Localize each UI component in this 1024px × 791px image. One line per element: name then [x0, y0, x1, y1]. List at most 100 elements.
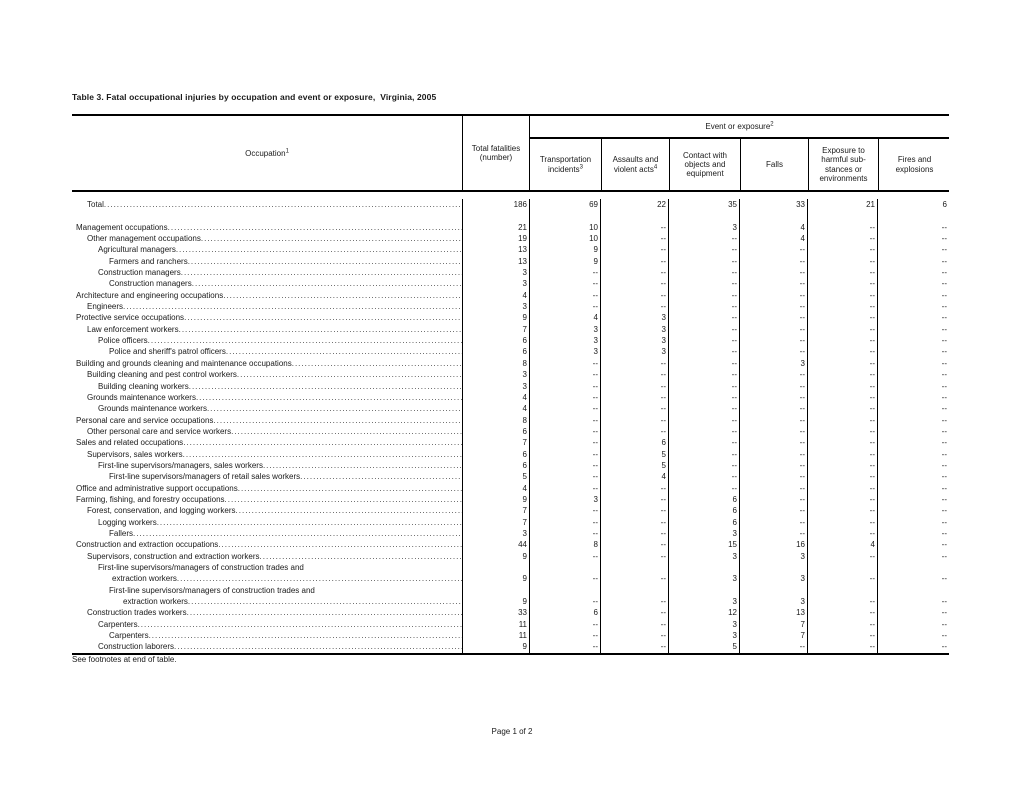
value-cell: 3 [739, 562, 807, 585]
value-cell: 13 [462, 244, 529, 256]
occupation-cell: Building and grounds cleaning and mainte… [72, 358, 462, 369]
value-cell: -- [807, 289, 877, 302]
value-cell: -- [877, 233, 949, 245]
value-cell: -- [877, 335, 949, 347]
column-header: Contact with objects and equipment [669, 139, 740, 190]
dot-leader [188, 256, 462, 267]
value-cell: -- [807, 437, 877, 449]
table-body: Total18669223533216Management occupation… [72, 192, 949, 655]
value-cell: 3 [668, 527, 739, 540]
value-cell: -- [529, 301, 600, 313]
value-cell: -- [600, 539, 668, 551]
value-cell: -- [668, 437, 739, 449]
occupation-cell: Architecture and engineering occupations [72, 290, 462, 301]
value-cell: -- [807, 505, 877, 517]
value-cell: -- [739, 335, 807, 347]
value-cell: -- [877, 221, 949, 234]
total-fatalities-column-header: Total fatalities (number) [462, 116, 529, 190]
occupation-label: Supervisors, sales workers [87, 449, 183, 459]
occupation-label: Construction managers [98, 268, 181, 278]
value-cell: -- [529, 448, 600, 460]
occupation-cell [72, 210, 462, 221]
value-cell: 6 [462, 459, 529, 472]
value-cell: -- [807, 448, 877, 460]
value-cell: -- [739, 493, 807, 506]
occupation-cell: First-line supervisors/managers of const… [72, 585, 462, 608]
value-cell: 3 [668, 618, 739, 631]
value-cell: -- [529, 414, 600, 426]
occupation-cell: Grounds maintenance workers [72, 403, 462, 414]
dot-leader [187, 607, 462, 618]
value-cell: -- [877, 267, 949, 279]
value-cell: -- [529, 403, 600, 415]
value-cell: 4 [529, 312, 600, 324]
value-cell: 3 [739, 550, 807, 562]
table-row: Agricultural managers139---------- [72, 244, 949, 256]
value-cell: -- [807, 414, 877, 426]
column-header: Exposure to harmful sub-stances or environ… [808, 139, 878, 190]
value-cell: 7 [739, 630, 807, 642]
value-cell: 8 [529, 539, 600, 551]
occupation-cell: Construction managers [72, 278, 462, 289]
value-cell: -- [668, 403, 739, 415]
dot-leader [179, 324, 462, 335]
occupation-label: Supervisors, construction and extraction… [87, 551, 260, 561]
value-cell: 35 [668, 199, 739, 211]
value-cell: -- [877, 607, 949, 619]
value-cell: -- [668, 233, 739, 245]
occupation-label: Office and administrative support occupa… [76, 483, 238, 493]
table-row: Supervisors, sales workers6--5-------- [72, 448, 949, 460]
dot-leader [184, 312, 462, 323]
value-cell: -- [600, 289, 668, 302]
table-row: Fallers3----3------ [72, 527, 949, 540]
value-cell [807, 210, 877, 222]
occupation-cell: Supervisors, sales workers [72, 449, 462, 460]
occupation-cell: Construction trades workers [72, 607, 462, 618]
value-cell: -- [877, 380, 949, 392]
occupation-label: Management occupations [76, 222, 168, 232]
occupation-label: Police and sheriff's patrol officers [109, 347, 226, 357]
value-cell: -- [600, 493, 668, 506]
value-cell [668, 210, 739, 222]
value-cell: 6 [668, 516, 739, 528]
value-cell: 9 [462, 584, 529, 608]
table-row: Police officers633-------- [72, 335, 949, 347]
dot-leader [181, 267, 462, 278]
dot-leader [168, 222, 462, 233]
dot-leader [183, 437, 462, 448]
value-cell: -- [739, 346, 807, 358]
value-cell: 6 [668, 505, 739, 517]
value-cell: 3 [668, 584, 739, 608]
value-cell: -- [600, 380, 668, 392]
value-cell: 3 [600, 312, 668, 324]
value-cell: 11 [462, 618, 529, 631]
dot-leader [300, 471, 462, 482]
value-cell: 19 [462, 233, 529, 245]
occupation-label: Grounds maintenance workers [98, 404, 207, 414]
table-row: Construction and extraction occupations 4… [72, 539, 949, 551]
value-cell: -- [877, 527, 949, 540]
value-cell: -- [600, 391, 668, 404]
value-cell: -- [668, 459, 739, 472]
occupation-cell: Total [72, 199, 462, 210]
value-cell: 9 [529, 255, 600, 268]
value-cell: -- [739, 425, 807, 438]
value-cell: 4 [739, 221, 807, 234]
occupation-cell: Building cleaning and pest control worke… [72, 369, 462, 380]
value-cell: -- [807, 459, 877, 472]
occupation-label: Building cleaning workers [98, 381, 189, 391]
value-cell: -- [529, 278, 600, 290]
value-cell: -- [877, 562, 949, 585]
table-row: Personal care and service occupations8--… [72, 414, 949, 426]
value-cell: -- [739, 482, 807, 494]
value-cell: -- [807, 369, 877, 381]
value-cell: -- [529, 425, 600, 438]
table-row: Forest, conservation, and logging worker… [72, 505, 949, 517]
value-cell: -- [600, 301, 668, 313]
value-cell: 69 [529, 199, 600, 211]
value-cell: -- [807, 482, 877, 494]
value-cell: -- [668, 471, 739, 483]
value-cell: -- [807, 550, 877, 562]
occupation-label: Construction trades workers [87, 608, 187, 618]
value-cell: 22 [600, 199, 668, 211]
